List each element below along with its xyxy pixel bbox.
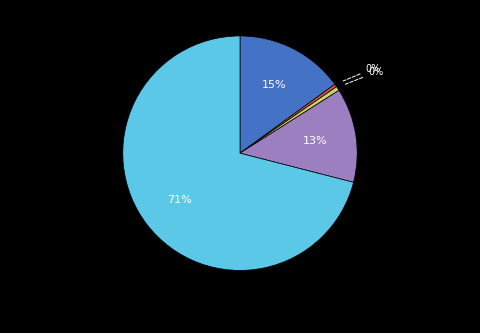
Text: 0%: 0% bbox=[343, 64, 381, 81]
Wedge shape bbox=[240, 84, 336, 153]
Text: 71%: 71% bbox=[168, 195, 192, 205]
Text: 1%: 1% bbox=[0, 332, 1, 333]
Wedge shape bbox=[240, 36, 335, 153]
Wedge shape bbox=[123, 36, 354, 270]
Text: 0%: 0% bbox=[0, 332, 1, 333]
Text: 15%: 15% bbox=[262, 80, 287, 90]
Wedge shape bbox=[240, 87, 339, 153]
Text: 13%: 13% bbox=[303, 136, 327, 146]
Wedge shape bbox=[240, 90, 357, 182]
Text: 0%: 0% bbox=[345, 67, 384, 84]
